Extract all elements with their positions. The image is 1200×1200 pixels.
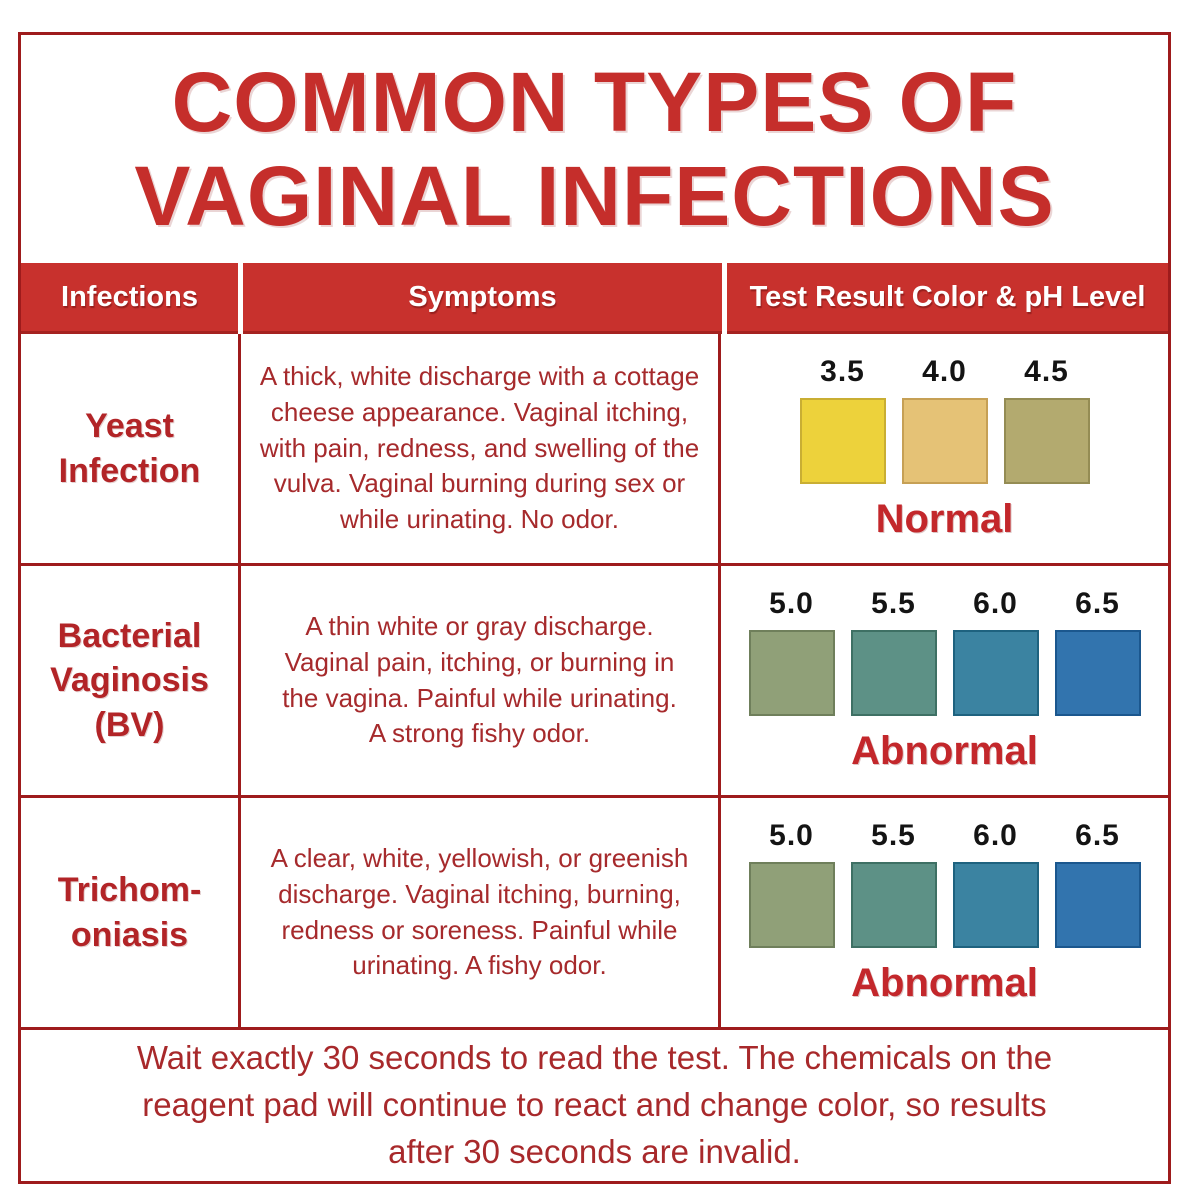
symptoms-text: A clear, white, yellowish, or greenish d… <box>241 798 721 1027</box>
page-title: COMMON TYPES OF VAGINAL INFECTIONS <box>21 35 1168 263</box>
symptoms-text: A thin white or gray discharge. Vaginal … <box>241 566 721 795</box>
result-verdict: Normal <box>875 497 1014 541</box>
ph-value-label: 4.0 <box>922 355 967 388</box>
footer-note: Wait exactly 30 seconds to read the test… <box>136 1039 1053 1170</box>
ph-swatch: 6.5 <box>1054 819 1141 948</box>
ph-swatch: 5.5 <box>850 819 937 948</box>
ph-color-swatch <box>850 630 937 716</box>
table-row-bacterial-vaginosis: Bacterial Vaginosis (BV) A thin white or… <box>21 566 1168 798</box>
ph-value-label: 5.0 <box>769 587 814 620</box>
column-header-test-result: Test Result Color & pH Level <box>727 263 1168 334</box>
ph-color-swatch <box>850 862 937 948</box>
ph-color-swatch <box>1054 862 1141 948</box>
ph-swatch: 4.0 <box>901 355 988 484</box>
test-result-cell: 3.5 4.0 4.5 Normal <box>721 334 1168 563</box>
result-verdict: Abnormal <box>851 961 1038 1005</box>
ph-swatch: 5.5 <box>850 587 937 716</box>
ph-swatch: 3.5 <box>799 355 886 484</box>
ph-swatch: 4.5 <box>1003 355 1090 484</box>
ph-value-label: 5.5 <box>871 819 916 852</box>
ph-color-swatch <box>952 630 1039 716</box>
ph-value-label: 6.0 <box>973 587 1018 620</box>
infection-name: Bacterial Vaginosis (BV) <box>21 566 241 795</box>
infection-name: Trichom- oniasis <box>21 798 241 1027</box>
ph-swatch: 5.0 <box>748 819 835 948</box>
column-header-infections: Infections <box>21 263 238 334</box>
ph-swatch: 6.0 <box>952 587 1039 716</box>
test-result-cell: 5.0 5.5 6.0 6.5 Ab <box>721 566 1168 795</box>
page-frame: COMMON TYPES OF VAGINAL INFECTIONS Infec… <box>18 32 1171 1184</box>
result-verdict: Abnormal <box>851 729 1038 773</box>
column-header-symptoms: Symptoms <box>243 263 722 334</box>
table-header-row: Infections Symptoms Test Result Color & … <box>21 263 1168 334</box>
ph-value-label: 3.5 <box>820 355 865 388</box>
ph-swatch-group: 5.0 5.5 6.0 6.5 <box>748 587 1141 716</box>
ph-swatch: 5.0 <box>748 587 835 716</box>
ph-value-label: 6.5 <box>1075 819 1120 852</box>
ph-swatch-group: 5.0 5.5 6.0 6.5 <box>748 819 1141 948</box>
test-result-cell: 5.0 5.5 6.0 6.5 Ab <box>721 798 1168 1027</box>
title-line-1: COMMON TYPES OF <box>171 54 1018 149</box>
ph-value-label: 6.5 <box>1075 587 1120 620</box>
ph-color-swatch <box>748 862 835 948</box>
ph-color-swatch <box>799 398 886 484</box>
infection-name: Yeast Infection <box>21 334 241 563</box>
ph-color-swatch <box>748 630 835 716</box>
table-row-trichomoniasis: Trichom- oniasis A clear, white, yellowi… <box>21 798 1168 1030</box>
table-row-yeast-infection: Yeast Infection A thick, white discharge… <box>21 334 1168 566</box>
ph-swatch-group: 3.5 4.0 4.5 <box>799 355 1090 484</box>
ph-color-swatch <box>901 398 988 484</box>
ph-swatch: 6.5 <box>1054 587 1141 716</box>
ph-color-swatch <box>952 862 1039 948</box>
title-line-2: VAGINAL INFECTIONS <box>134 149 1055 243</box>
ph-swatch: 6.0 <box>952 819 1039 948</box>
ph-value-label: 5.5 <box>871 587 916 620</box>
symptoms-text: A thick, white discharge with a cottage … <box>241 334 721 563</box>
ph-value-label: 6.0 <box>973 819 1018 852</box>
ph-color-swatch <box>1054 630 1141 716</box>
ph-value-label: 4.5 <box>1024 355 1069 388</box>
ph-color-swatch <box>1003 398 1090 484</box>
ph-value-label: 5.0 <box>769 819 814 852</box>
